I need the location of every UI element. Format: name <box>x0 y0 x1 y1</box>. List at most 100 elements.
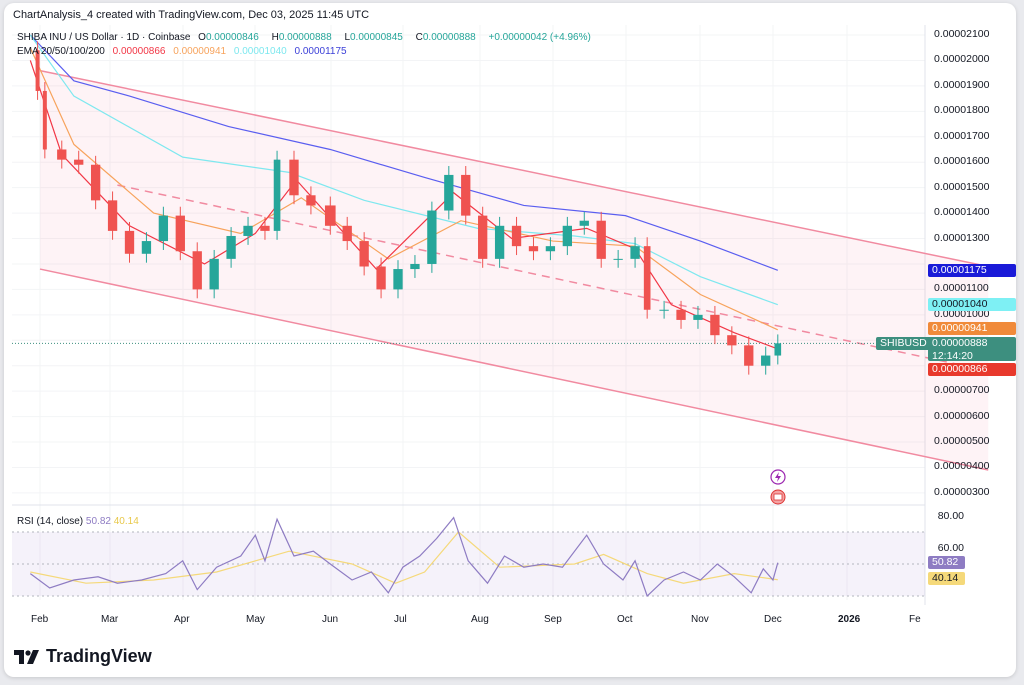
candle <box>90 164 101 201</box>
ema50-tag: 0.00000941 <box>928 322 1016 335</box>
rsi-ma-value: 40.14 <box>113 516 139 527</box>
candle <box>545 246 556 252</box>
candle <box>141 241 152 254</box>
rsi-legend: RSI (14, close) 50.82 40.14 <box>17 516 139 527</box>
price-axis-label: 0.00002000 <box>934 53 990 66</box>
candle <box>243 225 253 236</box>
open-value: 0.00000846 <box>205 32 259 43</box>
candle <box>579 220 589 226</box>
price-tag-value: 0.00000888 <box>932 337 988 349</box>
candle <box>209 258 219 290</box>
candle <box>175 215 185 252</box>
price-axis-label: 0.00000700 <box>934 384 990 397</box>
rsi-axis-80: 80.00 <box>937 510 964 522</box>
change-value: +0.00000042 (+4.96%) <box>488 32 591 43</box>
candle <box>158 215 169 242</box>
price-axis-label: 0.00001400 <box>934 206 990 219</box>
time-axis-label: Apr <box>174 614 190 625</box>
open-label: O <box>198 32 206 43</box>
rsi-value-tag: 50.82 <box>928 556 965 569</box>
rsi-ma-line <box>30 531 778 584</box>
ema50-line <box>29 47 779 331</box>
candle <box>393 269 403 290</box>
tradingview-logo[interactable]: TradingView <box>14 646 152 667</box>
channel-lower-line <box>39 268 989 471</box>
price-tag: 0.00000888 12:14:20 <box>928 337 1016 362</box>
time-axis-label: Sep <box>544 614 562 625</box>
ema200-tag: 0.00001175 <box>928 264 1016 277</box>
candle <box>710 314 720 336</box>
candle <box>192 251 202 290</box>
tradingview-wordmark: TradingView <box>46 646 152 666</box>
price-axis-label: 0.00001500 <box>934 180 990 193</box>
candle <box>376 266 386 290</box>
price-axis-label: 0.00000500 <box>934 435 990 448</box>
ema20-value: 0.00000866 <box>112 46 166 57</box>
low-value: 0.00000845 <box>350 32 403 43</box>
price-axis-label: 0.00000300 <box>934 485 990 498</box>
candle <box>35 50 40 91</box>
candle <box>289 159 299 196</box>
ema-label: EMA 20/50/100/200 <box>17 46 105 57</box>
time-axis-label: Dec <box>764 614 782 625</box>
candle <box>461 174 471 216</box>
time-axis-label: Fe <box>909 614 921 625</box>
ema20-tag: 0.00000866 <box>928 363 1016 376</box>
high-value: 0.00000888 <box>278 32 332 43</box>
candle <box>226 235 236 259</box>
countdown: 12:14:20 <box>932 350 973 362</box>
candle <box>359 241 369 267</box>
candle <box>528 246 539 252</box>
candle <box>260 225 270 231</box>
chart-caption: ChartAnalysis_4 created with TradingView… <box>13 9 370 21</box>
rsi-axis-60: 60.00 <box>937 542 964 554</box>
price-axis-label: 0.00000600 <box>934 409 990 422</box>
channel-upper-line <box>39 69 989 268</box>
candle <box>511 225 522 247</box>
rsi-value: 50.82 <box>85 516 111 527</box>
candle <box>727 335 737 346</box>
channel-mid-line <box>117 184 989 372</box>
ema100-value: 0.00001040 <box>233 46 287 57</box>
time-axis-label: May <box>246 614 265 625</box>
candle <box>107 200 118 231</box>
candle <box>57 149 67 160</box>
candle <box>693 314 703 320</box>
candle <box>659 309 669 311</box>
ema20-line <box>29 60 779 350</box>
time-axis-label: Jun <box>322 614 339 625</box>
candle <box>643 246 651 310</box>
candle <box>478 215 488 259</box>
time-axis-label: Mar <box>101 614 119 625</box>
candle <box>324 205 336 226</box>
candle <box>774 343 782 356</box>
rsi-ma-tag: 40.14 <box>928 572 965 585</box>
flag-glyph <box>773 493 783 501</box>
rsi-label: RSI (14, close) <box>17 516 84 527</box>
time-axis-label: Jul <box>394 614 407 625</box>
candle <box>74 159 84 165</box>
price-axis-label: 0.00001700 <box>934 129 990 142</box>
candle <box>273 159 281 231</box>
time-axis-label: Aug <box>471 614 489 625</box>
candle <box>444 174 454 211</box>
candle <box>676 309 686 320</box>
price-axis-label: 0.00001100 <box>934 282 989 295</box>
tradingview-logo-icon <box>14 649 39 664</box>
lightning-glyph <box>775 472 781 482</box>
symbol-name: SHIBA INU / US Dollar · 1D · Coinbase <box>17 32 191 43</box>
ema100-line <box>29 34 778 306</box>
ema200-value: 0.00001175 <box>294 46 347 57</box>
candle <box>124 230 135 254</box>
low-label: L <box>344 32 350 43</box>
price-axis-label: 0.00000400 <box>934 460 990 473</box>
candle <box>744 345 754 366</box>
candle <box>761 355 771 366</box>
candle <box>630 246 640 259</box>
ema-legend: EMA 20/50/100/200 0.00000866 0.00000941 … <box>17 46 352 57</box>
time-axis-label: Nov <box>691 614 709 625</box>
close-label: C <box>415 32 423 43</box>
candle <box>427 210 437 264</box>
candle <box>494 225 505 259</box>
